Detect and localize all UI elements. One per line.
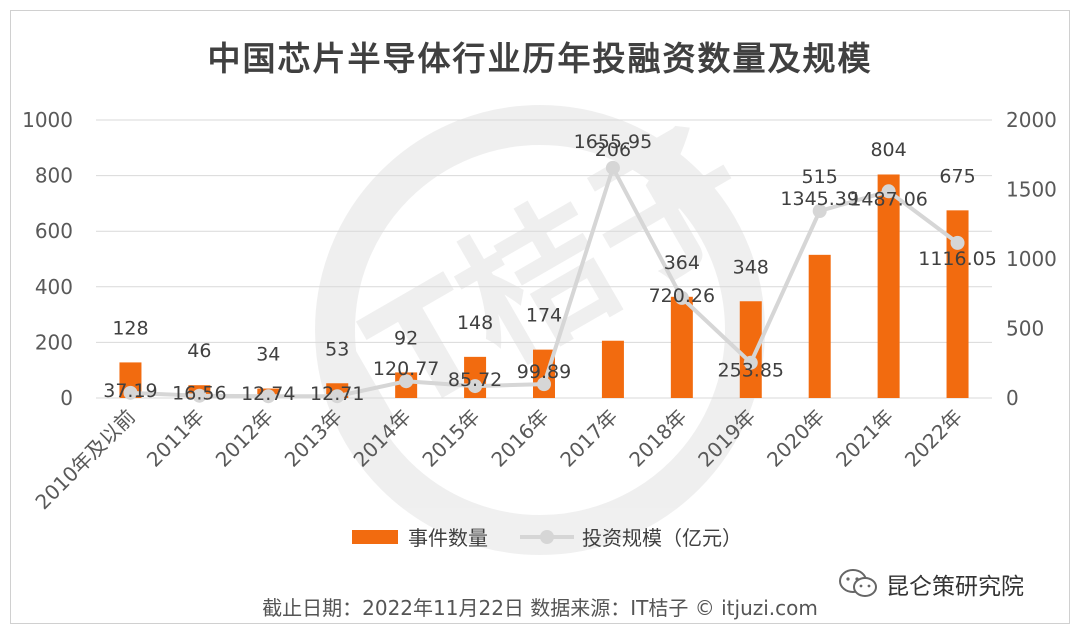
legend-swatch-bar <box>352 530 398 544</box>
bar-value-label: 804 <box>870 139 906 161</box>
left-tick-label: 400 <box>35 275 73 299</box>
brand-name: 昆仑策研究院 <box>886 574 1024 600</box>
left-tick-label: 800 <box>35 164 73 188</box>
footer-note: 截止日期：2022年11月22日 数据来源：IT桔子 © itjuzi.com <box>262 596 818 620</box>
line-point <box>674 290 689 305</box>
bar <box>808 254 831 398</box>
legend-swatch-point <box>540 530 554 544</box>
line-point <box>468 379 483 394</box>
line-value-label: 85.72 <box>448 369 502 391</box>
bar-value-label: 53 <box>325 338 349 360</box>
bar-value-label: 92 <box>394 327 418 349</box>
bar-value-label: 364 <box>664 252 700 274</box>
brand-badge: 昆仑策研究院 <box>838 566 1024 602</box>
line-value-label: 37.19 <box>103 380 157 402</box>
right-tick-label: 1500 <box>1006 178 1057 202</box>
right-tick-label: 1000 <box>1006 247 1057 271</box>
right-tick-label: 2000 <box>1006 108 1057 132</box>
bar-value-label: 148 <box>457 312 493 334</box>
chart-frame <box>10 10 1070 624</box>
x-tick-label: 2022年 <box>900 405 967 472</box>
line-value-label: 1655.95 <box>574 131 653 153</box>
wechat-icon <box>839 569 877 597</box>
bar <box>601 340 624 398</box>
x-tick-label: 2016年 <box>486 405 553 472</box>
right-tick-label: 0 <box>1006 386 1019 410</box>
bar-value-label: 34 <box>256 344 280 366</box>
x-tick-label: 2021年 <box>831 405 898 472</box>
legend-label-line: 投资规模（亿元） <box>582 526 742 550</box>
line-layer <box>123 160 965 404</box>
left-tick-label: 1000 <box>22 108 73 132</box>
bar-value-label: 348 <box>733 256 769 278</box>
data-labels-layer: 128 46 34 53 92 148 174 206 364 348 515 804 675 37.19… <box>103 131 997 405</box>
x-tick-label: 2010年及以前 <box>30 405 140 515</box>
bar <box>739 301 762 398</box>
line-value-label: 12.74 <box>241 383 295 405</box>
line-value-label: 253.85 <box>718 360 784 382</box>
bar-value-label: 46 <box>187 340 211 362</box>
line-value-label: 720.26 <box>649 285 715 307</box>
left-axis: 0 200 400 600 800 1000 <box>22 108 73 410</box>
x-tick-label: 2013年 <box>280 405 347 472</box>
bar-value-label: 174 <box>526 305 562 327</box>
line-value-label: 16.56 <box>172 383 226 405</box>
chart-title: 中国芯片半导体行业历年投融资数量及规模 <box>207 39 873 78</box>
left-tick-label: 0 <box>60 386 73 410</box>
x-tick-label: 2020年 <box>762 405 829 472</box>
bar <box>946 210 969 398</box>
bar-value-label: 515 <box>802 166 838 188</box>
x-tick-label: 2017年 <box>555 405 622 472</box>
x-tick-label: 2012年 <box>211 405 278 472</box>
x-axis: 2010年及以前 2011年 2012年 2013年 2014年 2015年 2016年 20… <box>30 405 967 515</box>
line-point <box>881 184 896 199</box>
line-point <box>399 374 414 389</box>
bar-value-label: 206 <box>595 139 631 161</box>
bar-value-label: 128 <box>112 317 148 339</box>
line-point <box>123 385 138 400</box>
line-point <box>261 389 276 404</box>
left-tick-label: 200 <box>35 330 73 354</box>
line-point <box>950 235 965 250</box>
right-axis: 0 500 1000 1500 2000 <box>1006 108 1057 410</box>
legend-label-bar: 事件数量 <box>408 526 488 550</box>
x-tick-label: 2011年 <box>142 405 209 472</box>
line-value-label: 12.71 <box>310 383 364 405</box>
left-tick-label: 600 <box>35 219 73 243</box>
right-tick-label: 500 <box>1006 317 1044 341</box>
line-point <box>812 203 827 218</box>
line-value-label: 99.89 <box>517 361 571 383</box>
line-point <box>743 355 758 370</box>
legend: 事件数量 投资规模（亿元） <box>352 526 742 550</box>
line-point <box>192 388 207 403</box>
bar-value-label: 675 <box>939 165 975 187</box>
line-value-label: 1345.39 <box>780 188 859 210</box>
bar <box>670 296 693 398</box>
line-value-label: 120.77 <box>373 358 439 380</box>
line-value-label: 1116.05 <box>918 248 997 270</box>
line-value-label: 1487.06 <box>849 188 928 210</box>
line-point <box>330 389 345 404</box>
bar <box>877 174 900 398</box>
line-point <box>537 377 551 392</box>
line-point <box>605 160 620 175</box>
